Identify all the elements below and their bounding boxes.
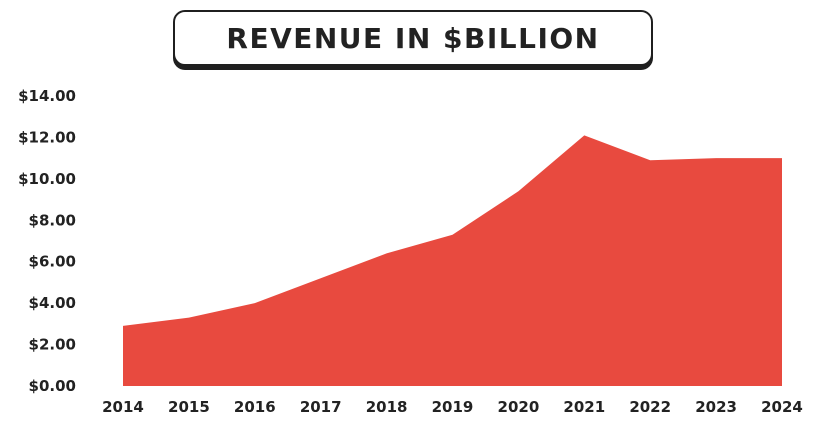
chart-title: REVENUE IN $BILLION xyxy=(226,21,600,55)
x-axis: 2014 2015 2016 2017 2018 2019 2020 2021 2022 2023… xyxy=(102,398,803,416)
x-tick-label: 2019 xyxy=(432,398,474,416)
y-tick-label: $12.00 xyxy=(18,128,76,146)
x-tick-label: 2021 xyxy=(563,398,605,416)
x-tick-label: 2014 xyxy=(102,398,144,416)
y-tick-label: $14.00 xyxy=(18,87,76,105)
y-tick-label: $6.00 xyxy=(29,253,76,271)
y-tick-label: $0.00 xyxy=(29,377,76,395)
x-tick-label: 2020 xyxy=(498,398,540,416)
x-tick-label: 2024 xyxy=(761,398,803,416)
y-tick-label: $4.00 xyxy=(29,294,76,312)
plot-area xyxy=(123,135,782,386)
x-tick-label: 2017 xyxy=(300,398,342,416)
y-tick-label: $10.00 xyxy=(18,170,76,188)
x-tick-label: 2023 xyxy=(695,398,737,416)
y-tick-label: $8.00 xyxy=(29,211,76,229)
x-tick-label: 2018 xyxy=(366,398,408,416)
y-tick-label: $2.00 xyxy=(29,336,76,354)
y-axis: $0.00 $2.00 $4.00 $6.00 $8.00 $10.00 $12.00 $14… xyxy=(18,87,76,395)
x-tick-label: 2015 xyxy=(168,398,210,416)
chart-title-box: REVENUE IN $BILLION xyxy=(173,10,653,66)
revenue-area xyxy=(123,135,782,386)
x-tick-label: 2022 xyxy=(629,398,671,416)
x-tick-label: 2016 xyxy=(234,398,276,416)
